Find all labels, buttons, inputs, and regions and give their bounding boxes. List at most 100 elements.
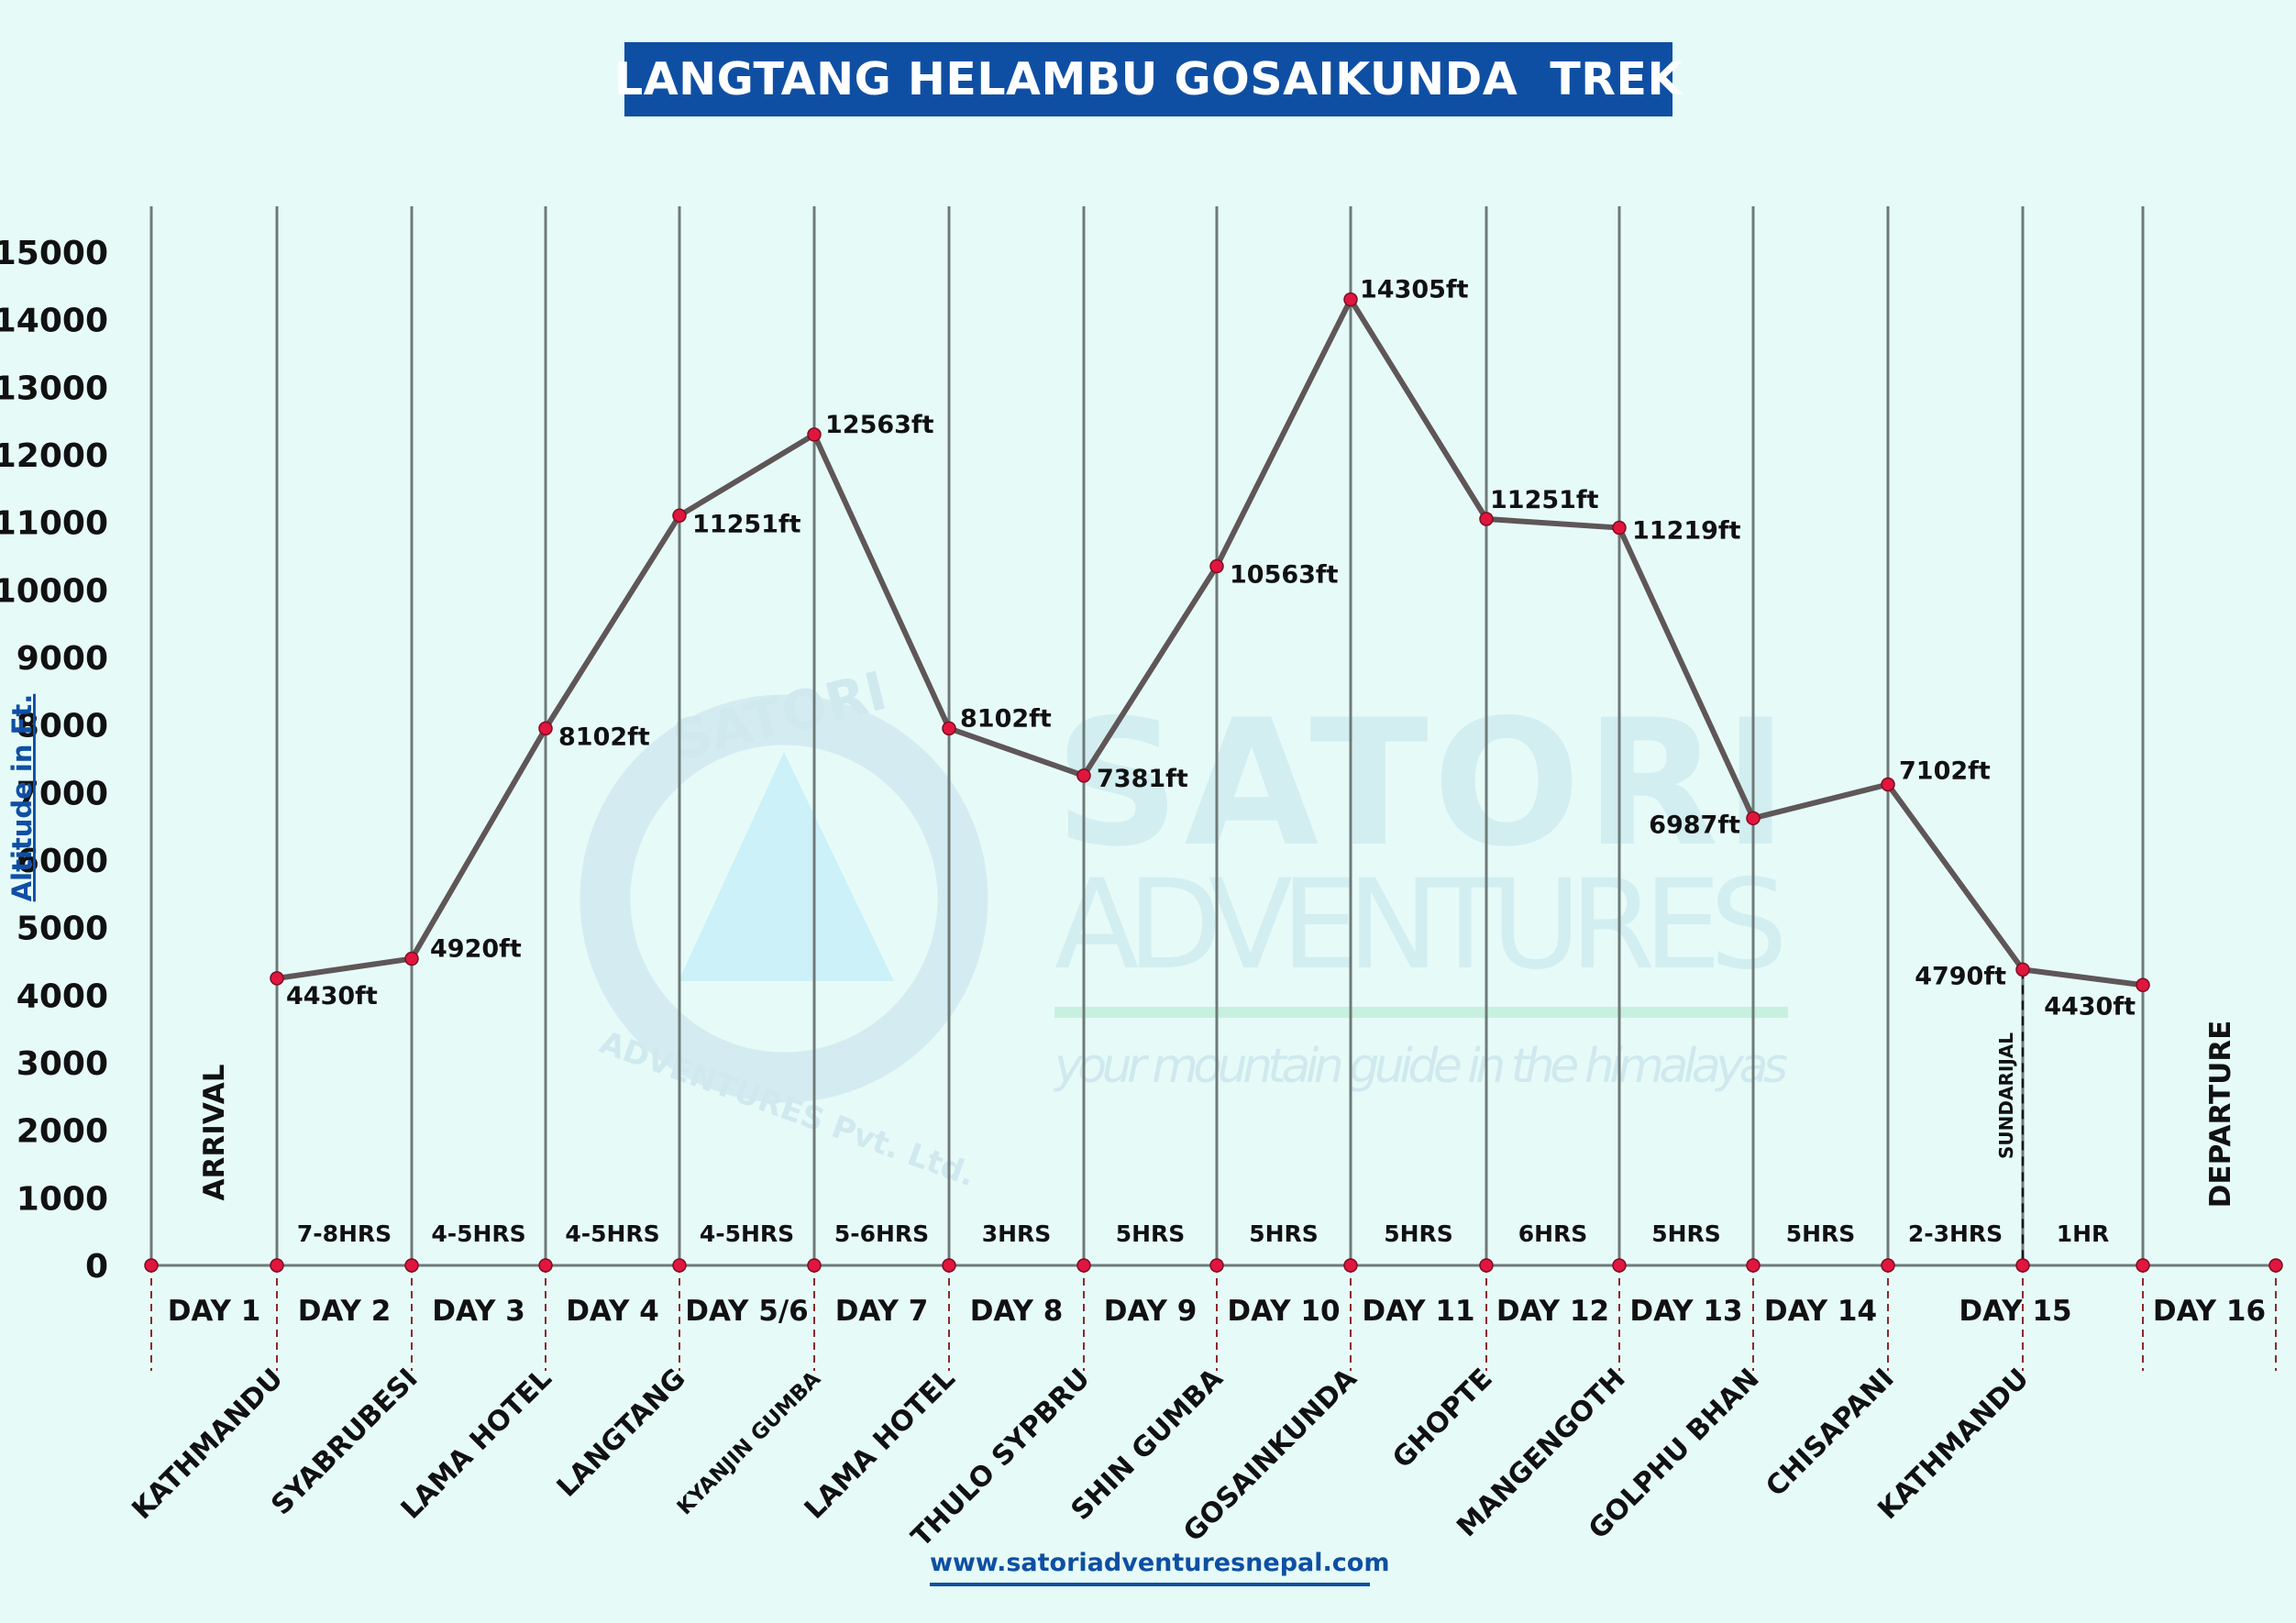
y-tick-label: 1000 [17, 1180, 108, 1218]
duration-label: 5HRS [1116, 1220, 1186, 1247]
baseline-marker [1612, 1258, 1627, 1273]
y-tick-label: 3000 [17, 1045, 108, 1083]
y-tick-label: 6000 [17, 843, 108, 880]
altitude-data-label: 6987ft [1649, 811, 1740, 839]
altitude-point [942, 721, 956, 736]
y-tick-label: 8000 [17, 708, 108, 745]
baseline-marker [1076, 1258, 1091, 1273]
altitude-data-label: 11219ft [1632, 517, 1741, 546]
chart-markers: 4430ft 4920ft 8102ft 11251ft 12563ft 8102ft 73… [144, 276, 2283, 1273]
chart-grid [149, 206, 2277, 1371]
altitude-data-label: 8102ft [960, 704, 1052, 733]
altitude-point [1076, 768, 1091, 783]
day-label: DAY 13 [1629, 1295, 1742, 1328]
watermark-mountain-icon [679, 752, 894, 981]
watermark-tagline: your mountain guide in the himalayas [1053, 1039, 1788, 1094]
altitude-point [1612, 520, 1627, 535]
day-label: DAY 7 [835, 1295, 929, 1328]
altitude-data-label: 11251ft [692, 510, 801, 538]
baseline-marker [942, 1258, 956, 1273]
baseline-marker [144, 1258, 159, 1273]
baseline-marker [672, 1258, 687, 1273]
duration-label: 5-6HRS [834, 1220, 929, 1247]
altitude-data-label: 4790ft [1915, 962, 2006, 990]
altitude-data-label: 12563ft [825, 411, 934, 439]
day-label: DAY 1 [168, 1295, 261, 1328]
baseline-marker [2268, 1258, 2283, 1273]
altitude-data-label: 4920ft [430, 935, 522, 964]
y-tick-label: 4000 [17, 977, 108, 1015]
baseline-marker [1746, 1258, 1761, 1273]
place-label: LANGTANG [551, 1363, 692, 1504]
altitude-point [1343, 292, 1358, 307]
place-label: GHOPTE [1386, 1363, 1498, 1474]
altitude-point [538, 721, 553, 736]
y-tick-label: 12000 [0, 437, 108, 475]
altitude-point [2136, 977, 2150, 993]
day-label: DAY 11 [1362, 1295, 1474, 1328]
y-tick-label: 10000 [0, 572, 108, 610]
y-tick-label: 5000 [17, 911, 108, 948]
altitude-point [1881, 777, 1895, 792]
day-label: DAY 10 [1227, 1295, 1340, 1328]
altitude-data-label: 7381ft [1097, 765, 1188, 793]
duration-label: 1HR [2057, 1220, 2110, 1247]
day-label: DAY 5/6 [685, 1295, 808, 1328]
duration-label: 7-8HRS [297, 1220, 392, 1247]
y-tick-label: 9000 [17, 640, 108, 678]
duration-label: 5HRS [1786, 1220, 1856, 1247]
duration-label: 5HRS [1249, 1220, 1319, 1247]
title-banner: LANGTANG HELAMBU GOSAIKUNDA TREK [614, 42, 1682, 116]
y-tick-label: 7000 [17, 775, 108, 812]
place-label: KYANJIN GUMBA [673, 1367, 826, 1520]
y-axis-title: Altitude in Ft. [6, 694, 38, 902]
website-link[interactable]: www.satoriadventuresnepal.com [930, 1549, 1389, 1586]
duration-label: 4-5HRS [565, 1220, 659, 1247]
day-label: DAY 14 [1764, 1295, 1877, 1328]
baseline-marker [404, 1258, 419, 1273]
baseline-marker [1881, 1258, 1895, 1273]
altitude-data-label: 10563ft [1230, 561, 1339, 590]
altitude-data-label: 11251ft [1490, 486, 1599, 514]
departure-label: DEPARTURE [2204, 1021, 2237, 1209]
day-label: DAY 3 [432, 1295, 525, 1328]
day-label: DAY 12 [1496, 1295, 1609, 1328]
y-tick-label: 15000 [0, 235, 108, 272]
altitude-data-label: 7102ft [1899, 756, 1991, 785]
altitude-point [2015, 962, 2030, 977]
duration-label: 6HRS [1518, 1220, 1588, 1247]
watermark-brand-line2: ADVENTURES [1054, 853, 1788, 997]
altitude-data-label: 8102ft [558, 723, 650, 751]
altitude-point [1209, 558, 1224, 574]
sundarijal-label: SUNDARIJAL [1995, 1032, 2017, 1159]
place-label: KATHMANDU [126, 1363, 289, 1526]
duration-label: 2-3HRS [1908, 1220, 2003, 1247]
baseline-marker [1343, 1258, 1358, 1273]
watermark-seal-ring [580, 694, 988, 1103]
watermark-seal-bottom: ADVENTURES Pvt. Ltd. [595, 1024, 980, 1194]
altitude-point [404, 951, 419, 966]
duration-label: 5HRS [1651, 1220, 1721, 1247]
baseline-marker [538, 1258, 553, 1273]
day-label: DAY 16 [2153, 1295, 2266, 1328]
chart-title: LANGTANG HELAMBU GOSAIKUNDA TREK [614, 53, 1683, 105]
baseline-marker [2136, 1258, 2150, 1273]
altitude-point [807, 427, 822, 442]
baseline-marker [270, 1258, 284, 1273]
altitude-data-label: 14305ft [1360, 276, 1469, 304]
altitude-data-label: 4430ft [286, 982, 378, 1010]
day-label: DAY 9 [1104, 1295, 1198, 1328]
y-tick-label: 13000 [0, 370, 108, 407]
place-label: CHISAPANI [1760, 1363, 1900, 1503]
altitude-data-label: 4430ft [2044, 992, 2136, 1021]
baseline-marker [2015, 1258, 2030, 1273]
baseline-marker [1479, 1258, 1494, 1273]
arrival-label: ARRIVAL [198, 1065, 231, 1201]
day-label: DAY 4 [566, 1295, 659, 1328]
y-tick-label: 2000 [17, 1113, 108, 1151]
y-tick-label: 0 [85, 1248, 108, 1286]
altitude-point [1479, 512, 1494, 526]
duration-label: 4-5HRS [431, 1220, 525, 1247]
